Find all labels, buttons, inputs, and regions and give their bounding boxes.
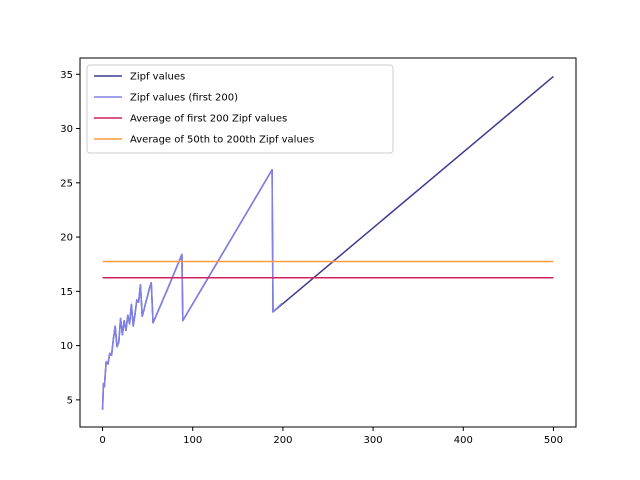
series-line-1 <box>101 169 283 410</box>
legend-label: Zipf values <box>130 72 185 83</box>
y-tick-label: 30 <box>60 124 73 135</box>
legend-box <box>86 64 394 154</box>
y-tick-label: 20 <box>60 233 73 244</box>
x-tick-label: 300 <box>364 435 383 446</box>
y-tick-label: 25 <box>60 178 73 189</box>
y-tick-label: 5 <box>67 395 73 406</box>
legend-label: Average of first 200 Zipf values <box>130 114 287 125</box>
plot-frame <box>79 57 577 428</box>
x-tick-label: 200 <box>273 435 292 446</box>
legend-label: Zipf values (first 200) <box>130 93 238 104</box>
x-tick-label: 400 <box>454 435 473 446</box>
x-axis: 0 100 200 300 400 500 <box>99 427 563 446</box>
y-tick-label: 10 <box>60 341 73 352</box>
y-axis: 5 10 15 20 25 30 35 <box>60 70 80 406</box>
series-layer <box>101 75 554 410</box>
legend-label: Average of 50th to 200th Zipf values <box>130 135 314 146</box>
y-tick-label: 15 <box>60 287 73 298</box>
x-tick-label: 0 <box>99 435 105 446</box>
x-tick-label: 500 <box>544 435 563 446</box>
y-tick-label: 35 <box>60 70 73 81</box>
x-tick-label: 100 <box>183 435 202 446</box>
legend: Zipf values Zipf values (first 200) Averag… <box>86 64 394 154</box>
